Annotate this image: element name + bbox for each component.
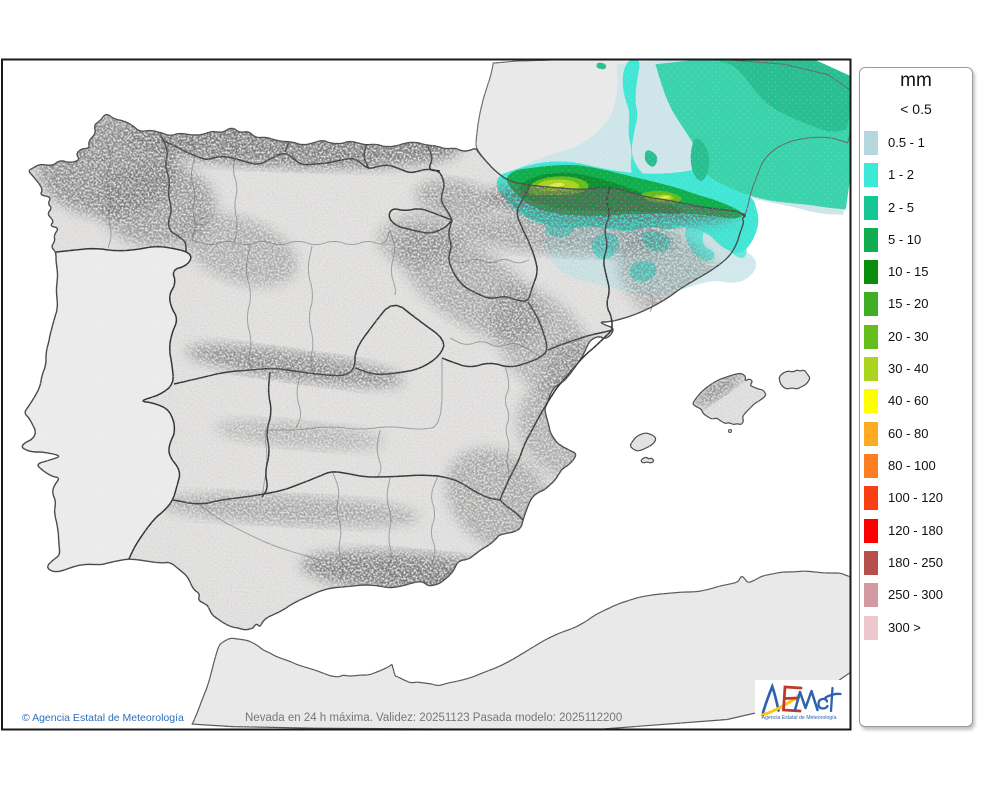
svg-text:Agencia Estatal de Meteorologí: Agencia Estatal de Meteorología [762, 715, 837, 721]
